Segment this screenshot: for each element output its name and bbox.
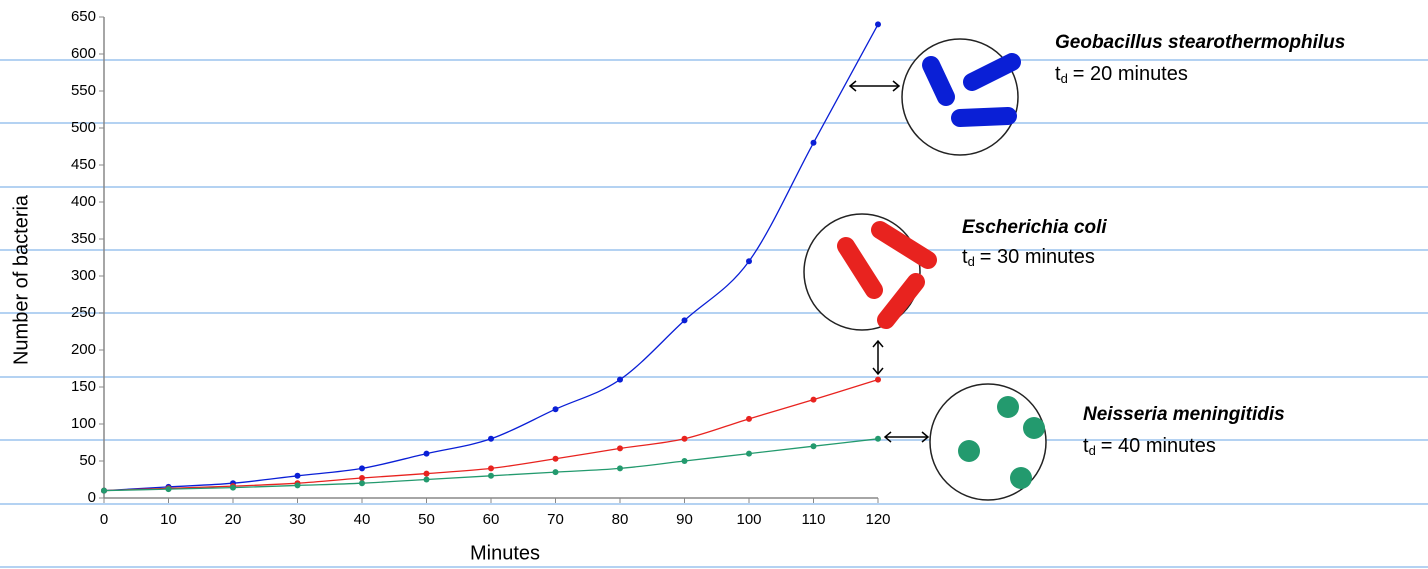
data-point	[359, 465, 365, 471]
data-point	[617, 445, 623, 451]
data-point	[359, 475, 365, 481]
data-point	[875, 21, 881, 27]
x-tick-label: 30	[289, 511, 306, 528]
y-tick-label: 550	[71, 82, 96, 99]
y-tick-label: 50	[79, 452, 96, 469]
data-point	[746, 416, 752, 422]
y-tick-label: 350	[71, 230, 96, 247]
organism-name: Escherichia coli	[962, 217, 1107, 238]
data-point	[359, 480, 365, 486]
y-tick-label: 600	[71, 45, 96, 62]
x-tick-label: 10	[160, 511, 177, 528]
data-point	[424, 477, 430, 483]
doubling-time: td= 20 minutes	[1055, 63, 1188, 86]
y-tick-label: 150	[71, 378, 96, 395]
data-point	[230, 485, 236, 491]
x-tick-label: 70	[547, 511, 564, 528]
x-axis-label: Minutes	[470, 542, 540, 564]
geobacillus-illustration	[902, 39, 1018, 155]
data-point	[617, 377, 623, 383]
data-point	[166, 486, 172, 492]
y-tick-label: 100	[71, 415, 96, 432]
x-tick-label: 50	[418, 511, 435, 528]
data-point	[488, 473, 494, 479]
data-point	[424, 451, 430, 457]
td-text: = 20 minutes	[1073, 63, 1188, 85]
doubling-time: td= 40 minutes	[1083, 435, 1216, 458]
paper-lines	[0, 60, 1428, 567]
x-tick-label: 40	[354, 511, 371, 528]
x-tick-label: 90	[676, 511, 693, 528]
series-line	[104, 24, 878, 490]
td-text: = 40 minutes	[1101, 435, 1216, 457]
data-point	[553, 406, 559, 412]
data-point	[553, 456, 559, 462]
y-tick-label: 0	[88, 489, 96, 506]
y-axis-label: Number of bacteria	[10, 194, 32, 365]
data-point	[811, 443, 817, 449]
x-tick-label: 60	[483, 511, 500, 528]
data-point	[875, 377, 881, 383]
neisseria-illustration	[930, 384, 1046, 500]
data-point	[101, 488, 107, 494]
td-subscript: d	[1089, 443, 1096, 458]
x-tick-label: 100	[736, 511, 761, 528]
data-point	[811, 397, 817, 403]
td-subscript: d	[1061, 71, 1068, 86]
series-line	[104, 439, 878, 491]
doubling-time: td= 30 minutes	[962, 246, 1095, 269]
data-point	[682, 317, 688, 323]
y-tick-label: 650	[71, 8, 96, 25]
y-tick-label: 400	[71, 193, 96, 210]
data-point	[553, 469, 559, 475]
data-point	[488, 465, 494, 471]
organism-name: Geobacillus stearothermophilus	[1055, 32, 1345, 53]
y-tick-label: 250	[71, 304, 96, 321]
x-tick-label: 0	[100, 511, 108, 528]
x-tick-label: 110	[802, 511, 826, 528]
data-point	[811, 140, 817, 146]
data-point	[617, 465, 623, 471]
x-tick-label: 80	[612, 511, 629, 528]
chart: Minutes Number of bacteria 0501001502002…	[0, 0, 1428, 569]
td-text: = 30 minutes	[980, 246, 1095, 268]
data-point	[295, 482, 301, 488]
data-point	[682, 458, 688, 464]
data-point	[424, 471, 430, 477]
data-point	[295, 473, 301, 479]
td-subscript: d	[968, 254, 975, 269]
data-point	[488, 436, 494, 442]
y-tick-label: 300	[71, 267, 96, 284]
x-tick-label: 20	[225, 511, 242, 528]
data-point	[682, 436, 688, 442]
y-tick-label: 450	[71, 156, 96, 173]
data-point	[746, 451, 752, 457]
data-point	[746, 258, 752, 264]
y-tick-label: 200	[71, 341, 96, 358]
x-tick-label: 120	[865, 511, 890, 528]
organism-name: Neisseria meningitidis	[1083, 404, 1285, 425]
y-tick-label: 500	[71, 119, 96, 136]
data-point	[875, 436, 881, 442]
